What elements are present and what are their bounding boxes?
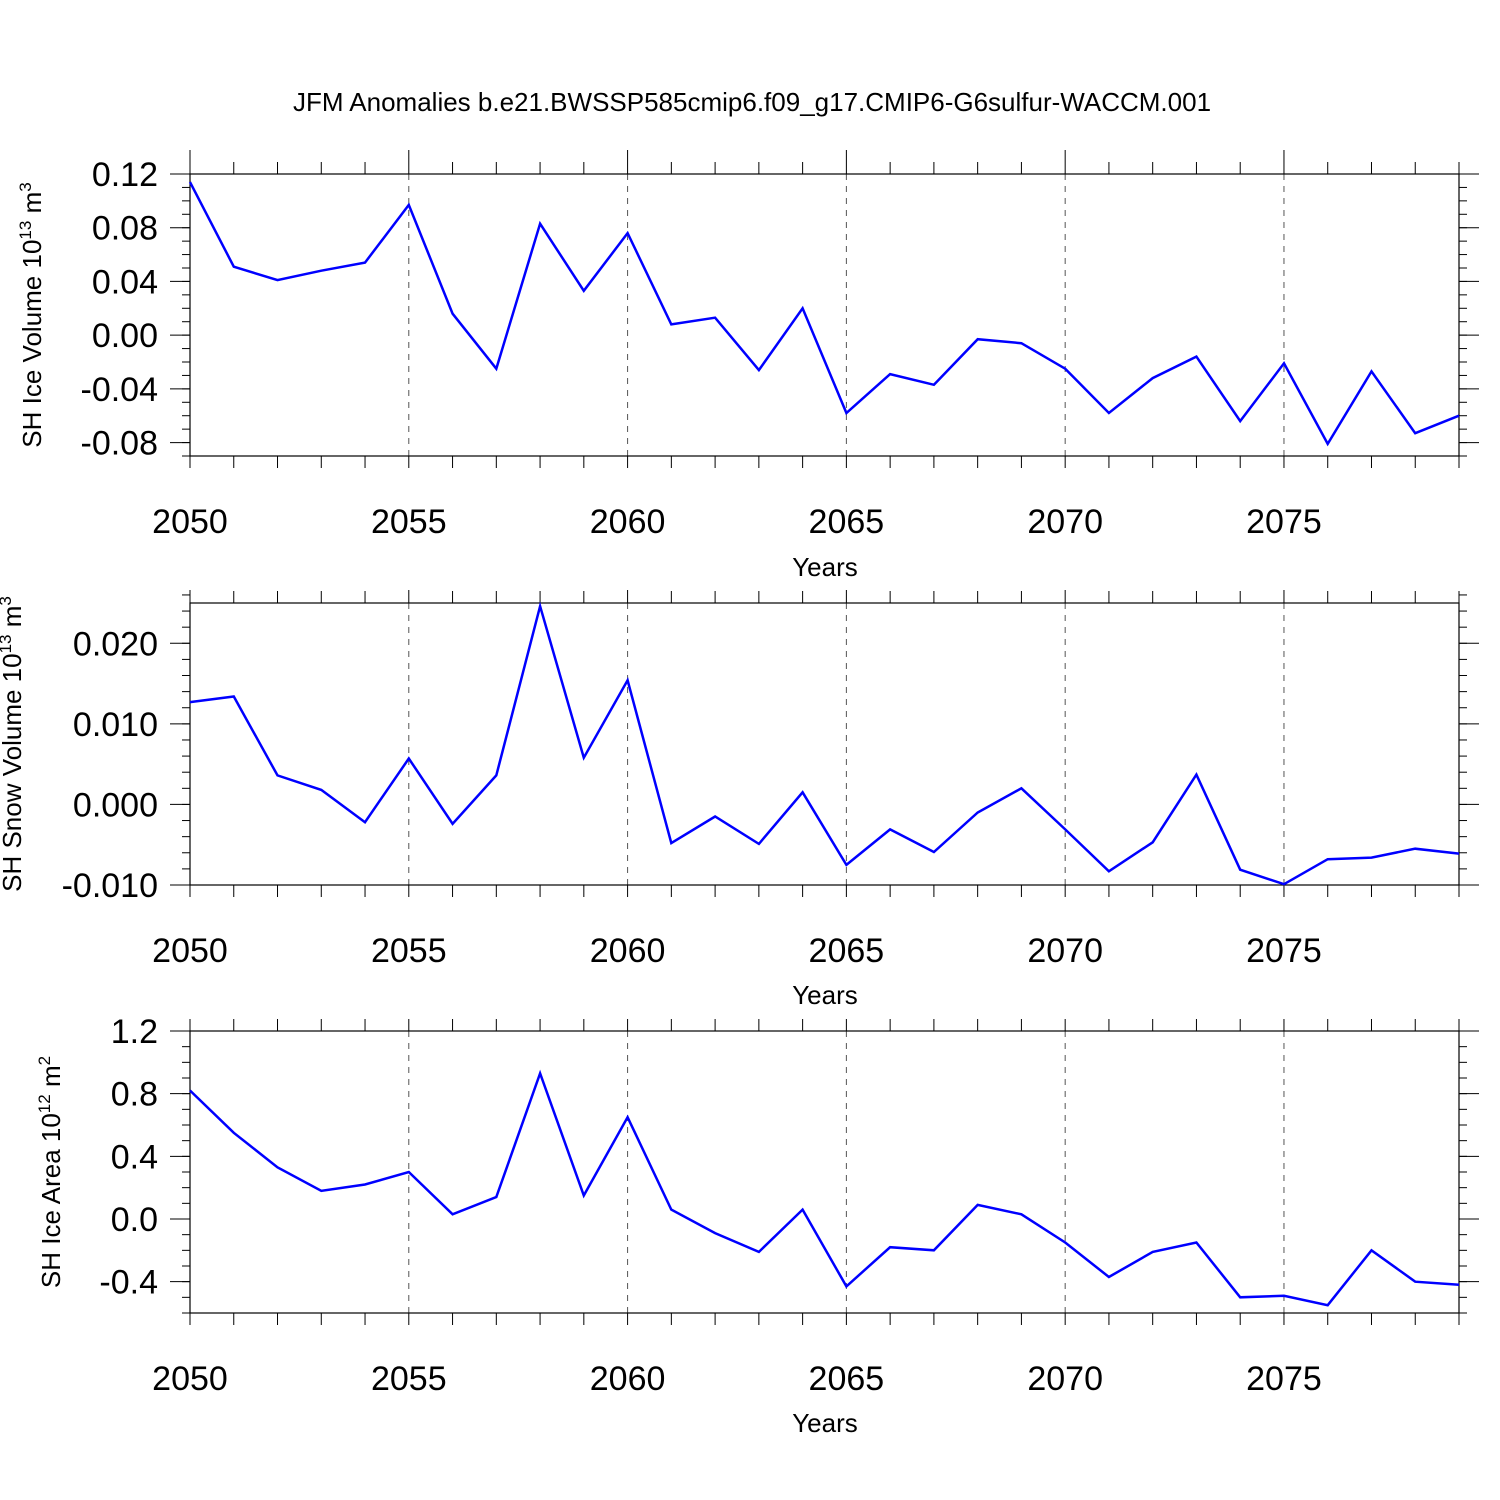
- y-tick-label: 0.020: [73, 625, 158, 663]
- panel-2: 0.020 0.010 0.000 -0.010 2050 2055 2060 2065 207…: [0, 590, 1479, 1010]
- y-axis-title-ylabel-unit: m: [36, 1065, 66, 1094]
- y-tick-label: -0.08: [81, 425, 159, 463]
- x-tick-label: 2070: [1027, 503, 1103, 541]
- plot-frame: [189, 173, 1460, 457]
- panel-1: 0.12 0.08 0.04 0.00 -0.04 -0.08 2050 2055 2060 20…: [16, 150, 1479, 582]
- x-tick-label: 2055: [371, 503, 447, 541]
- y-tick-label: 0.08: [92, 210, 158, 248]
- chart-title: JFM Anomalies b.e21.BWSSP585cmip6.f09_g1…: [293, 87, 1211, 117]
- x-tick-label: 2050: [152, 932, 228, 970]
- x-tick-label: 2075: [1246, 503, 1322, 541]
- y-tick-label: 1.2: [111, 1013, 158, 1051]
- x-axis-title: Years: [792, 552, 858, 582]
- y-axis-title-ylabel-unit-exp: 3: [0, 596, 15, 605]
- x-tick-label: 2070: [1027, 932, 1103, 970]
- y-axis-title-ylabel-unit-exp: 3: [16, 182, 35, 191]
- y-tick-label: 0.00: [92, 317, 158, 355]
- series-line: [189, 1069, 1460, 1307]
- y-axis-title: SH Snow Volume 1013 m3: [0, 596, 27, 892]
- y-axis-title-ylabel-exp: 12: [35, 1094, 54, 1113]
- y-tick-label: 0.8: [111, 1076, 158, 1114]
- x-tick-label: 2060: [590, 503, 666, 541]
- x-tick-label: 2070: [1027, 1360, 1103, 1398]
- y-axis-title-ylabel-exp: 13: [0, 634, 15, 653]
- x-tick-label: 2055: [371, 1360, 447, 1398]
- x-axis-title: Years: [792, 980, 858, 1010]
- x-tick-label: 2075: [1246, 1360, 1322, 1398]
- x-tick-label: 2055: [371, 932, 447, 970]
- y-axis-title-ylabel: SH Snow Volume 10: [0, 653, 27, 891]
- plot-frame: [189, 1030, 1460, 1314]
- x-tick-label: 2050: [152, 1360, 228, 1398]
- x-tick-label: 2050: [152, 503, 228, 541]
- y-tick-label: -0.4: [99, 1264, 158, 1302]
- y-axis-title: SH Ice Volume 1013 m3: [16, 182, 47, 447]
- series-line: [188, 181, 1460, 447]
- y-axis-title-ylabel-unit: m: [0, 606, 27, 635]
- x-tick-label: 2065: [809, 932, 885, 970]
- series-line: [189, 601, 1460, 886]
- y-tick-label: -0.010: [62, 867, 158, 905]
- y-axis-title-ylabel-unit: m: [17, 192, 47, 221]
- x-tick-label: 2075: [1246, 932, 1322, 970]
- y-axis-title-ylabel-exp: 13: [16, 221, 35, 240]
- x-tick-label: 2060: [590, 1360, 666, 1398]
- x-tick-label: 2065: [809, 1360, 885, 1398]
- y-axis-title-ylabel: SH Ice Volume 10: [17, 240, 47, 448]
- y-tick-label: 0.010: [73, 706, 158, 744]
- plot-frame: [189, 602, 1460, 886]
- x-tick-label: 2065: [809, 503, 885, 541]
- y-tick-label: 0.04: [92, 263, 158, 301]
- x-tick-label: 2060: [590, 932, 666, 970]
- y-axis-title-ylabel: SH Ice Area 10: [36, 1113, 66, 1288]
- y-tick-label: -0.04: [81, 371, 159, 409]
- y-tick-label: 0.000: [73, 786, 158, 824]
- panel-3: 1.2 0.8 0.4 0.0 -0.4 2050 2055 2060 2065 2070 2075…: [35, 1013, 1479, 1438]
- y-tick-label: 0.12: [92, 156, 158, 194]
- y-tick-label: 0.0: [111, 1201, 158, 1239]
- y-axis-title: SH Ice Area 1012 m2: [35, 1056, 66, 1288]
- y-tick-label: 0.4: [111, 1138, 158, 1176]
- x-axis-title: Years: [792, 1408, 858, 1438]
- y-axis-title-ylabel-unit-exp: 2: [35, 1056, 54, 1065]
